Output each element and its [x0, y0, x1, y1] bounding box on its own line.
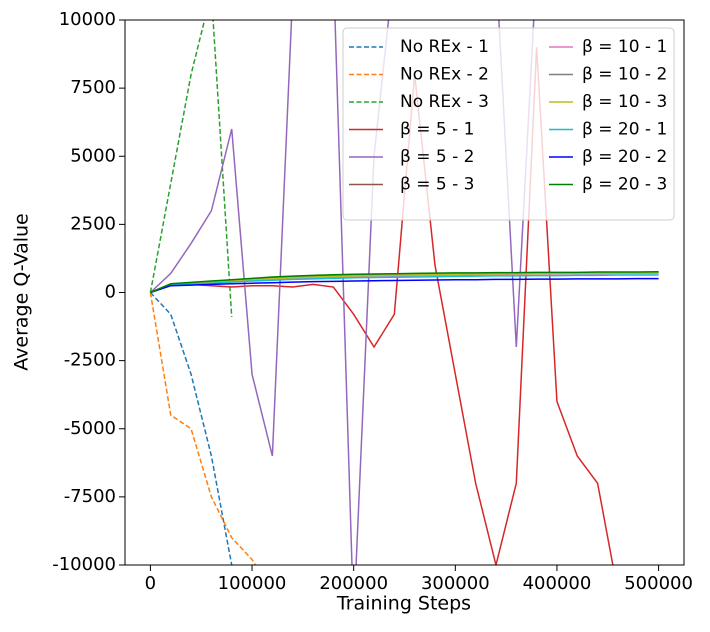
y-tick-label: 7500 [70, 77, 116, 98]
series-line [150, 274, 659, 294]
legend-label: β = 5 - 2 [400, 147, 474, 167]
y-tick-label: -5000 [64, 418, 116, 439]
y-tick-label: 0 [105, 282, 116, 303]
y-tick-label: -10000 [52, 554, 116, 575]
legend-label: β = 20 - 2 [582, 147, 667, 167]
x-tick-label: 300000 [421, 573, 490, 594]
legend-label: β = 10 - 3 [582, 92, 667, 112]
x-tick-label: 400000 [523, 573, 592, 594]
series-line [149, 291, 233, 565]
y-tick-label: -2500 [64, 350, 116, 371]
legend-label: β = 10 - 2 [582, 65, 667, 85]
series-line [149, 292, 257, 565]
series-line [149, 20, 233, 318]
x-tick-label: 100000 [218, 573, 287, 594]
series-line [149, 20, 535, 565]
y-tick-label: 10000 [59, 9, 116, 30]
y-tick-label: 5000 [70, 145, 116, 166]
series-line [150, 277, 659, 294]
y-tick-label: -7500 [64, 486, 116, 507]
x-tick-label: 200000 [319, 573, 388, 594]
series-line [150, 272, 659, 294]
y-tick-label: 2500 [70, 213, 116, 234]
x-axis-label: Training Steps [336, 593, 471, 615]
legend-label: β = 5 - 1 [400, 120, 474, 140]
legend-label: No REx - 2 [400, 65, 489, 85]
legend-label: β = 20 - 1 [582, 120, 667, 140]
legend-label: No REx - 1 [400, 37, 489, 57]
legend-box [342, 27, 675, 221]
y-axis-label: Average Q-Value [11, 213, 33, 370]
series-line [150, 271, 659, 294]
x-tick-label: 0 [145, 573, 156, 594]
legend-label: β = 20 - 3 [582, 175, 667, 195]
legend-label: β = 5 - 3 [400, 175, 474, 195]
legend-label: β = 10 - 1 [582, 37, 667, 57]
x-tick-label: 500000 [624, 573, 693, 594]
legend-label: No REx - 3 [400, 92, 489, 112]
